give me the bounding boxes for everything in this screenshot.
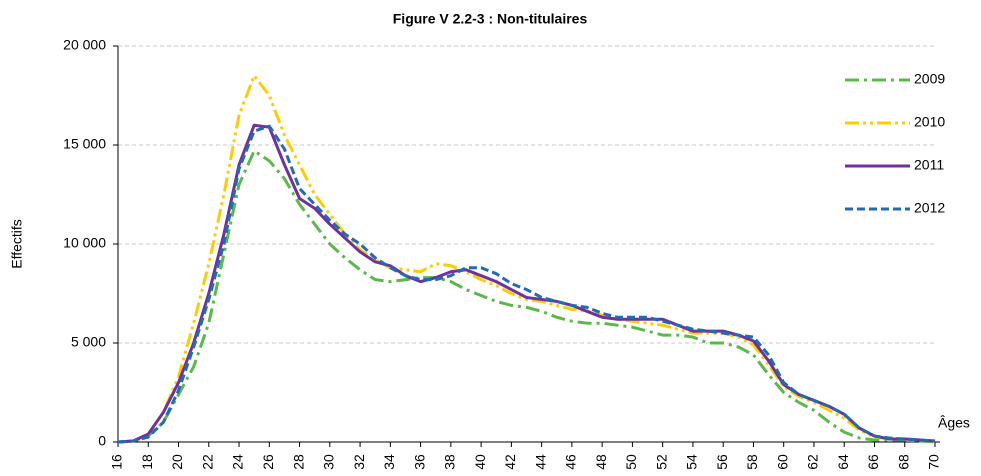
x-tick-label: 42 (502, 454, 518, 470)
x-tick-label: 40 (472, 454, 488, 470)
x-tick-label: 38 (442, 454, 458, 470)
x-tick-label: 68 (895, 454, 911, 470)
line-series (117, 124, 936, 444)
legend-label: 2011 (914, 157, 944, 173)
x-tick-label: 58 (744, 454, 760, 470)
x-tick-label: 28 (290, 454, 306, 470)
y-axis-label: Effectifs (9, 219, 25, 269)
x-tick-label: 46 (563, 454, 579, 470)
chart-title: Figure V 2.2-3 : Non-titulaires (393, 11, 588, 27)
y-tick-label: 20 000 (63, 37, 106, 53)
x-tick-label: 20 (169, 454, 185, 470)
x-tick-label: 54 (684, 454, 700, 470)
x-axis-label: Âges (938, 415, 970, 431)
x-tick-label: 16 (109, 454, 125, 470)
legend-label: 2010 (914, 114, 945, 130)
legend-label: 2012 (914, 200, 945, 216)
y-tick-label: 10 000 (63, 235, 106, 251)
line-series (117, 123, 936, 444)
x-tick-label: 52 (653, 454, 669, 470)
x-tick-label: 64 (835, 454, 851, 470)
x-tick-label: 26 (260, 454, 276, 470)
x-tick-label: 36 (411, 454, 427, 470)
x-tick-label: 60 (774, 454, 790, 470)
x-tick-label: 18 (139, 454, 155, 470)
y-tick-label: 15 000 (63, 136, 106, 152)
line-series (117, 149, 936, 444)
x-tick-label: 30 (321, 454, 337, 470)
x-tick-label: 48 (593, 454, 609, 470)
x-tick-label: 56 (714, 454, 730, 470)
y-tick-label: 5 000 (71, 334, 106, 350)
x-tick-label: 70 (926, 454, 942, 470)
line-series (117, 74, 936, 444)
x-tick-label: 44 (532, 454, 548, 470)
x-tick-label: 62 (805, 454, 821, 470)
y-tick-label: 0 (98, 433, 106, 449)
x-tick-label: 24 (230, 454, 246, 470)
x-tick-label: 22 (199, 454, 215, 470)
x-tick-label: 50 (623, 454, 639, 470)
x-tick-label: 32 (351, 454, 367, 470)
x-tick-label: 34 (381, 454, 397, 470)
x-tick-label: 66 (865, 454, 881, 470)
legend-label: 2009 (914, 71, 945, 87)
